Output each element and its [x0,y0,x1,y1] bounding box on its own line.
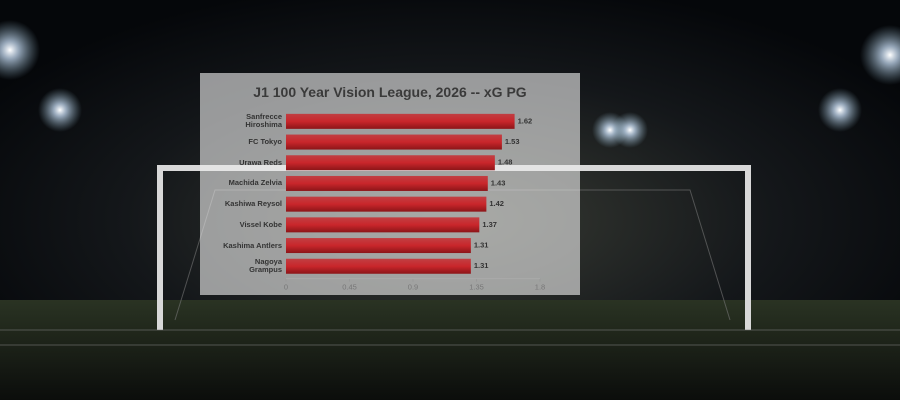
value-label: 1.31 [474,261,489,270]
x-tick-label: 1.35 [469,283,484,292]
value-label: 1.42 [489,199,504,208]
bar [286,217,480,233]
value-label: 1.53 [505,137,520,146]
value-label: 1.62 [518,116,533,125]
x-tick-label: 0.45 [342,283,357,292]
category-label: Kashima Antlers [223,240,282,250]
value-label: 1.43 [491,178,506,187]
bar [286,258,471,274]
category-label: FC Tokyo [248,137,282,147]
x-tick-label: 1.8 [535,283,545,292]
category-label: Urawa Reds [239,157,282,167]
category-label: Machida Zelvia [228,178,282,188]
bar [286,175,488,191]
category-label: Vissel Kobe [239,219,282,229]
bar [286,134,502,150]
x-tick-label: 0.9 [408,283,418,292]
bar [286,113,515,129]
value-label: 1.37 [482,220,497,229]
bar [286,238,471,254]
category-label: Nagoya Grampus [249,257,282,275]
chart-title: J1 100 Year Vision League, 2026 -- xG PG [253,84,527,100]
value-label: 1.31 [474,241,489,250]
value-label: 1.48 [498,158,513,167]
x-tick-label: 0 [284,283,288,292]
bar [286,155,495,171]
category-label: Kashiwa Reysol [224,199,282,209]
bar [286,196,487,212]
category-label: Sanfrecce Hiroshima [245,112,282,130]
